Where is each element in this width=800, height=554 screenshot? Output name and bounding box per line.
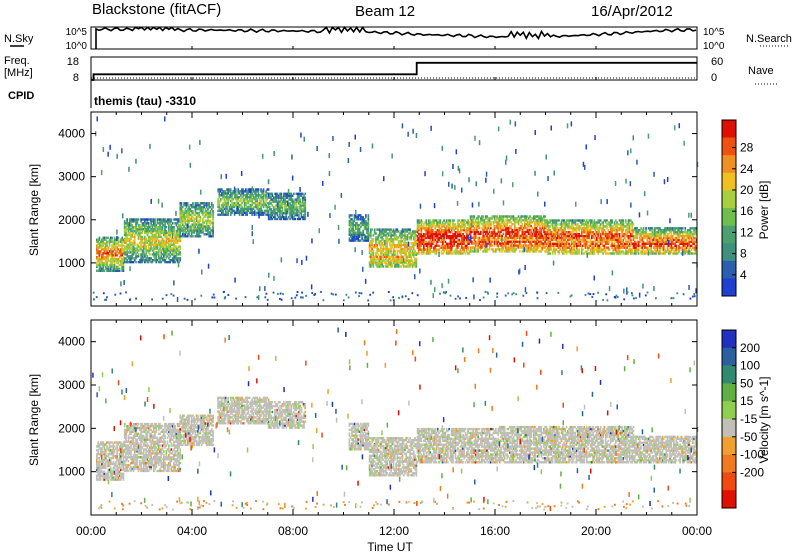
power-colorbar-tick-3: 16 bbox=[740, 204, 754, 218]
beam-title: Beam 12 bbox=[355, 3, 415, 20]
freq-tick-top: 18 bbox=[67, 56, 79, 68]
power-panel-ytick-2: 3000 bbox=[58, 170, 85, 184]
velocity-panel-ytick-1: 2000 bbox=[58, 421, 85, 435]
xtick-label-0: 00:00 bbox=[76, 524, 106, 538]
velocity-colorbar-swatch-9 bbox=[722, 490, 736, 509]
velocity-colorbar-tick-3: 15 bbox=[740, 394, 754, 408]
velocity-panel-ytick-2: 3000 bbox=[58, 378, 85, 392]
freq-label-1: Freq. bbox=[4, 55, 30, 67]
velocity-ylabel: Slant Range [km] bbox=[27, 374, 41, 466]
velocity-colorbar-tick-6: -100 bbox=[740, 448, 764, 462]
freq-tick-bottom: 8 bbox=[73, 72, 79, 84]
velocity-colorbar-tick-1: 100 bbox=[740, 359, 760, 373]
nave-tick-bottom: 0 bbox=[711, 72, 717, 84]
velocity-colorbar-swatch-6 bbox=[722, 436, 736, 455]
power-colorbar-swatch-9 bbox=[722, 278, 736, 297]
velocity-panel-ytick-0: 1000 bbox=[58, 465, 85, 479]
velocity-colorbar-swatch-3 bbox=[722, 383, 736, 402]
nsky-label: N.Sky bbox=[4, 33, 34, 45]
power-colorbar-swatch-1 bbox=[722, 137, 736, 156]
power-panel-ytick-0: 1000 bbox=[58, 256, 85, 270]
velocity-colorbar-swatch-4 bbox=[722, 401, 736, 420]
xtick-label-1: 04:00 bbox=[177, 524, 207, 538]
velocity-colorbar-swatch-7 bbox=[722, 454, 736, 473]
date-title: 16/Apr/2012 bbox=[591, 3, 673, 20]
power-colorbar-tick-0: 4 bbox=[740, 268, 747, 282]
nave-tick-top: 60 bbox=[711, 56, 723, 68]
nsky-tick-bottom: 10^0 bbox=[66, 41, 88, 52]
power-colorbar-swatch-6 bbox=[722, 225, 736, 244]
xtick-label-2: 08:00 bbox=[278, 524, 308, 538]
power-panel-bg bbox=[91, 112, 697, 306]
velocity-colorbar-swatch-8 bbox=[722, 472, 736, 491]
station-title: Blackstone (fitACF) bbox=[92, 1, 221, 18]
freq-panel-frame bbox=[90, 56, 698, 81]
power-colorbar-swatch-4 bbox=[722, 190, 736, 209]
power-colorbar-swatch-5 bbox=[722, 208, 736, 226]
velocity-panel-cells bbox=[92, 327, 699, 512]
power-colorbar-swatch-0 bbox=[722, 120, 736, 138]
velocity-colorbar-tick-4: -15 bbox=[740, 412, 758, 426]
power-colorbar-tick-6: 28 bbox=[740, 141, 754, 155]
power-colorbar-swatch-3 bbox=[722, 172, 736, 191]
power-colorbar-swatch-7 bbox=[722, 243, 736, 262]
velocity-colorbar-tick-2: 50 bbox=[740, 376, 754, 390]
xtick-label-5: 20:00 bbox=[581, 524, 611, 538]
velocity-colorbar-tick-7: -200 bbox=[740, 465, 764, 479]
nsky-line bbox=[95, 25, 697, 49]
nsearch-tick-bottom: 10^0 bbox=[703, 41, 725, 52]
xtick-label-3: 12:00 bbox=[379, 524, 409, 538]
velocity-colorbar-tick-0: 200 bbox=[740, 341, 760, 355]
nsearch-tick-top: 10^5 bbox=[703, 27, 725, 38]
power-panel-cells bbox=[92, 116, 699, 302]
velocity-colorbar-swatch-2 bbox=[722, 365, 736, 384]
xtick-label-6: 00:00 bbox=[682, 524, 712, 538]
freq-label-2: [MHz] bbox=[4, 67, 33, 79]
time-xlabel: Time UT bbox=[367, 540, 413, 554]
cpid-label: CPID bbox=[8, 90, 34, 102]
power-colorbar-tick-1: 8 bbox=[740, 247, 747, 261]
nsky-tick-top: 10^5 bbox=[66, 27, 88, 38]
power-colorbar-label: Power [dB] bbox=[757, 181, 771, 240]
nsearch-label: N.Search bbox=[746, 33, 792, 45]
velocity-colorbar-label: Velocity [m s^-1] bbox=[757, 377, 771, 464]
velocity-colorbar-tick-5: -50 bbox=[740, 430, 758, 444]
velocity-colorbar-swatch-0 bbox=[722, 330, 736, 349]
power-colorbar-tick-2: 12 bbox=[740, 225, 754, 239]
power-ylabel: Slant Range [km] bbox=[27, 164, 41, 256]
velocity-colorbar-swatch-5 bbox=[722, 419, 736, 438]
velocity-panel-ytick-3: 4000 bbox=[58, 335, 85, 349]
nave-label: Nave bbox=[748, 65, 774, 77]
velocity-colorbar-swatch-1 bbox=[722, 347, 736, 366]
power-colorbar-frame bbox=[721, 119, 737, 297]
xtick-label-4: 16:00 bbox=[480, 524, 510, 538]
power-colorbar-tick-4: 20 bbox=[740, 183, 754, 197]
power-panel-ytick-1: 2000 bbox=[58, 213, 85, 227]
freq-line bbox=[91, 61, 697, 81]
power-colorbar-swatch-8 bbox=[722, 260, 736, 279]
cpid-value: themis (tau) -3310 bbox=[94, 94, 196, 108]
power-colorbar-swatch-2 bbox=[722, 155, 736, 174]
power-panel-ytick-3: 4000 bbox=[58, 127, 85, 141]
power-colorbar-tick-5: 24 bbox=[740, 162, 754, 176]
